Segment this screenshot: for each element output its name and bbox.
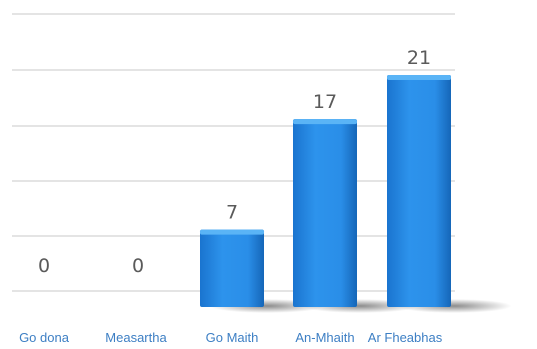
bar-top-face <box>200 229 264 235</box>
category-label: Measartha <box>105 330 167 345</box>
category-label: Go Maith <box>206 330 259 345</box>
bar-go-maith <box>200 229 264 307</box>
category-label: Ar Fheabhas <box>368 330 443 345</box>
bar-top-face <box>387 74 451 80</box>
category-labels: Go dona Measartha Go Maith An-Mhaith Ar Fhea… <box>19 330 443 345</box>
bar-top-face <box>293 119 357 125</box>
value-label: 0 <box>132 255 144 277</box>
value-label: 21 <box>407 47 431 69</box>
value-label: 17 <box>313 91 337 113</box>
category-label: Go dona <box>19 330 70 345</box>
bar-ar-fheabhas <box>387 74 451 307</box>
value-label: 0 <box>38 255 50 277</box>
bars <box>200 74 451 308</box>
value-label: 7 <box>226 202 238 224</box>
value-labels: 0 0 7 17 21 <box>38 47 431 277</box>
bar-an-mhaith <box>293 119 357 308</box>
category-label: An-Mhaith <box>295 330 354 345</box>
